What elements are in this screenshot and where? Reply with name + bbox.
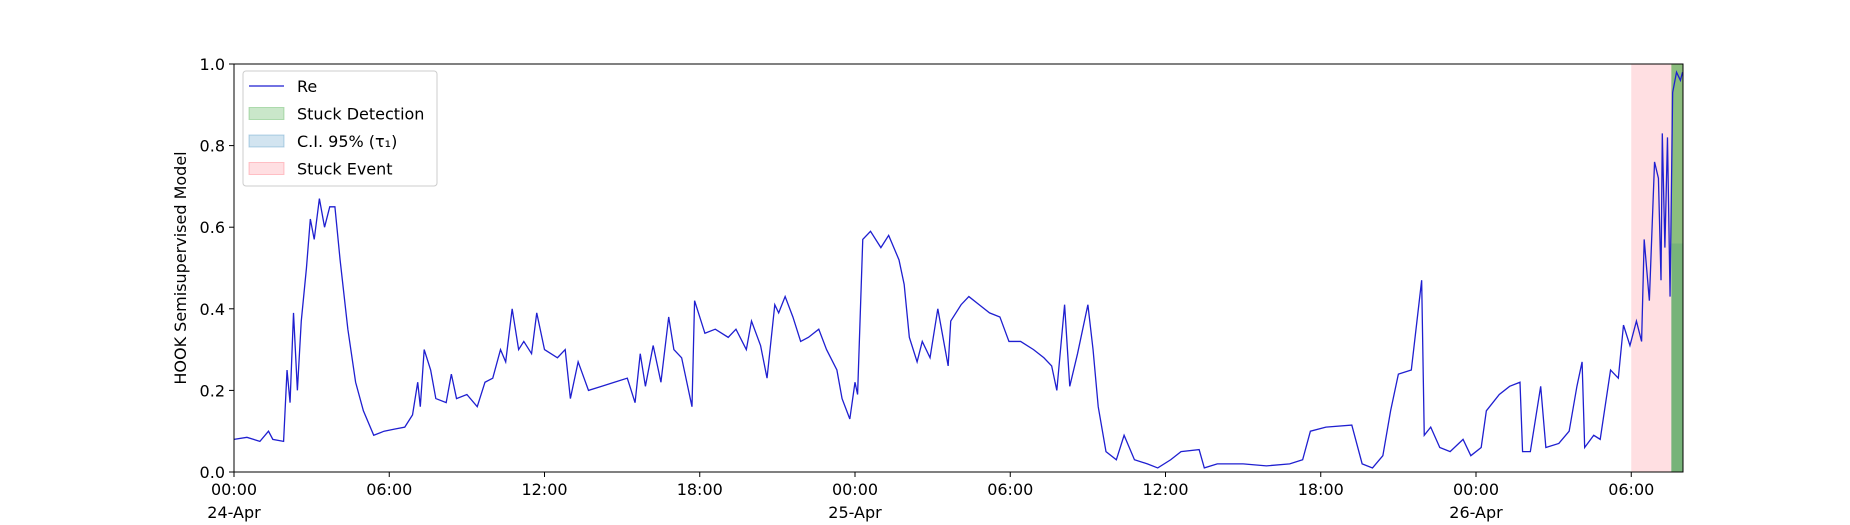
- legend-label: Stuck Detection: [297, 105, 424, 124]
- x-tick-label: 06:00: [366, 480, 412, 499]
- axes-frame: [233, 63, 1684, 473]
- legend-patch: [248, 162, 285, 175]
- x-tick-label: 12:00: [1142, 480, 1188, 499]
- y-tick-label: 0.0: [200, 463, 225, 482]
- y-tick-label: 0.4: [200, 300, 225, 319]
- legend-label: Re: [297, 77, 317, 96]
- legend-frame: [242, 70, 438, 187]
- legend: Re Stuck Detection C.I. 95% (τ₁) Stuck Even…: [242, 70, 438, 187]
- y-tick-label: 0.8: [200, 137, 225, 156]
- legend-patch: [248, 134, 285, 148]
- x-tick-label: 12:00: [521, 480, 567, 499]
- x-tick-label: 18:00: [1298, 480, 1344, 499]
- x-tick-label: 18:00: [677, 480, 723, 499]
- x-tick-label: 06:00: [1608, 480, 1654, 499]
- y-tick-label: 1.0: [200, 55, 225, 74]
- x-tick-label: 00:00 26-Apr: [1449, 480, 1503, 522]
- y-tick-label: 0.2: [200, 381, 225, 400]
- data-line: [233, 70, 1684, 469]
- x-tick-label: 06:00: [987, 480, 1033, 499]
- span: [1671, 64, 1683, 472]
- y-axis-label: HOOK Semisupervised Model: [171, 151, 190, 384]
- legend-label: Stuck Event: [297, 160, 393, 179]
- x-tick-label: 00:00 25-Apr: [828, 480, 882, 522]
- y-tick-label: 0.6: [200, 218, 225, 237]
- legend-label: C.I. 95% (τ₁): [297, 132, 397, 151]
- x-tick-label: 00:00 24-Apr: [207, 480, 261, 522]
- legend-patch: [248, 107, 285, 120]
